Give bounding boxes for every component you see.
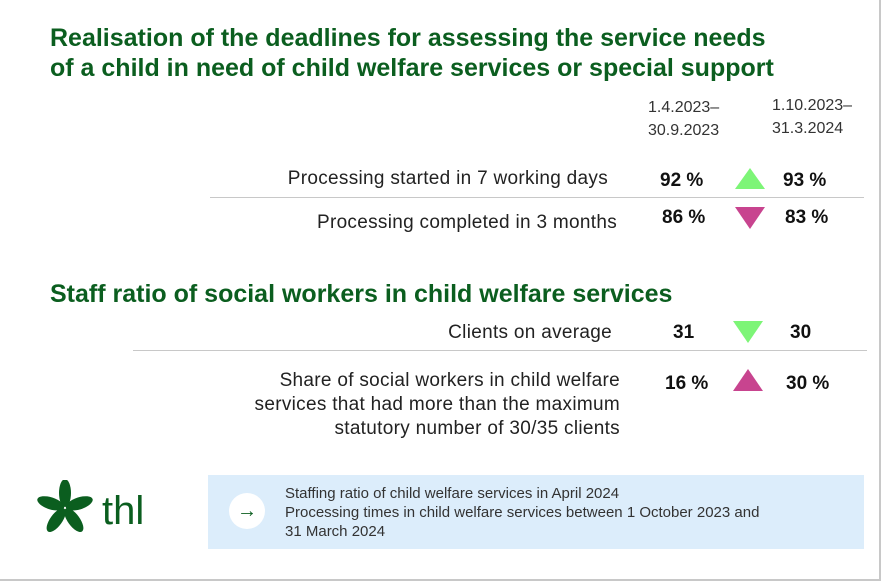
period2-header: 1.10.2023– 31.3.2024 (772, 94, 852, 140)
divider (210, 197, 864, 198)
five-leaf-flower-icon: thl (37, 479, 144, 533)
link-processing-times-cont[interactable]: 31 March 2024 (285, 523, 386, 540)
period1-end: 30.9.2023 (648, 122, 720, 139)
link-staffing-ratio[interactable]: Staffing ratio of child welfare services… (285, 485, 620, 502)
row-label-line: services that had more than the maximum (254, 394, 620, 415)
row-label: Processing started in 7 working days (287, 168, 608, 189)
triangle-down-icon (733, 321, 763, 343)
arrow-right-icon[interactable]: → (229, 493, 265, 529)
row-value-period1: 86 % (662, 207, 706, 228)
triangle-down-icon (735, 207, 765, 229)
period2-start: 1.10.2023– (772, 97, 853, 114)
row-value-period2: 93 % (783, 170, 827, 191)
section1-title-line1: Realisation of the deadlines for assessi… (50, 24, 766, 52)
row-value-period1: 31 (673, 322, 695, 343)
row-label-line: statutory number of 30/35 clients (334, 418, 620, 439)
period2-end: 31.3.2024 (772, 120, 844, 137)
thl-logo: thl (36, 479, 171, 545)
info-box (208, 475, 864, 549)
divider (133, 350, 867, 351)
row-value-period1: 92 % (660, 170, 704, 191)
section2-title: Staff ratio of social workers in child w… (50, 280, 673, 308)
row-value-period1: 16 % (665, 373, 709, 394)
triangle-up-icon (735, 168, 765, 189)
row-label-line: Share of social workers in child welfare (279, 370, 620, 391)
row-label-multiline: Share of social workers in child welfare… (255, 369, 620, 441)
triangle-up-icon (733, 369, 763, 391)
period1-start: 1.4.2023– (648, 99, 720, 116)
row-value-period2: 30 (790, 322, 812, 343)
row-value-period2: 30 % (786, 373, 830, 394)
row-label: Processing completed in 3 months (316, 212, 617, 233)
row-label: Clients on average (448, 322, 612, 343)
logo-text: thl (102, 489, 144, 533)
row-value-period2: 83 % (785, 207, 829, 228)
section1-title-line2: of a child in need of child welfare serv… (50, 54, 774, 82)
period1-header: 1.4.2023– 30.9.2023 (648, 96, 719, 142)
link-processing-times[interactable]: Processing times in child welfare servic… (285, 504, 760, 521)
